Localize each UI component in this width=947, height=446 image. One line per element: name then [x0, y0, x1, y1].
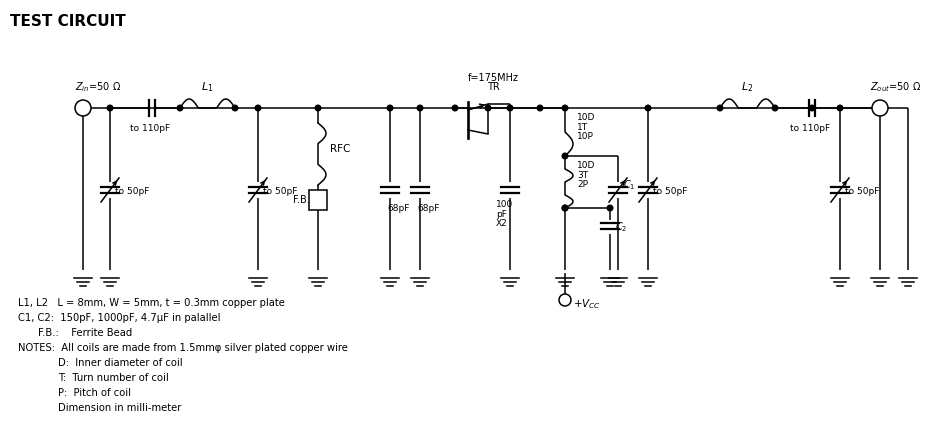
Text: $L_1$: $L_1$ — [202, 80, 214, 94]
Circle shape — [809, 105, 814, 111]
Text: NOTES:  All coils are made from 1.5mmφ silver plated copper wire: NOTES: All coils are made from 1.5mmφ si… — [18, 343, 348, 353]
Text: $C_1$: $C_1$ — [623, 178, 635, 192]
Text: $Z_{in}$=50 $\Omega$: $Z_{in}$=50 $\Omega$ — [75, 80, 121, 94]
Circle shape — [563, 205, 568, 211]
Text: to 110pF: to 110pF — [130, 124, 170, 133]
Text: $L_2$: $L_2$ — [742, 80, 754, 94]
Circle shape — [232, 105, 238, 111]
Circle shape — [537, 105, 543, 111]
Text: to 50pF: to 50pF — [115, 187, 150, 197]
Circle shape — [645, 105, 651, 111]
Text: f=175MHz: f=175MHz — [468, 73, 519, 83]
Text: RFC: RFC — [330, 144, 350, 154]
Text: $C_2$: $C_2$ — [615, 220, 627, 234]
Text: to 110pF: to 110pF — [790, 124, 831, 133]
Text: F.B.:    Ferrite Bead: F.B.: Ferrite Bead — [38, 328, 133, 338]
Circle shape — [418, 105, 422, 111]
Text: C1, C2:  150pF, 1000pF, 4.7μF in palallel: C1, C2: 150pF, 1000pF, 4.7μF in palallel — [18, 313, 221, 323]
Circle shape — [563, 205, 568, 211]
Circle shape — [107, 105, 113, 111]
Text: +$V_{CC}$: +$V_{CC}$ — [573, 297, 601, 311]
Text: F.B.: F.B. — [293, 195, 310, 205]
Text: $Z_{out}$=50 $\Omega$: $Z_{out}$=50 $\Omega$ — [870, 80, 921, 94]
Circle shape — [315, 105, 321, 111]
Circle shape — [837, 105, 843, 111]
Text: D:  Inner diameter of coil: D: Inner diameter of coil — [58, 358, 183, 368]
Text: TEST CIRCUIT: TEST CIRCUIT — [10, 14, 126, 29]
Text: Dimension in milli-meter: Dimension in milli-meter — [58, 403, 182, 413]
Circle shape — [387, 105, 393, 111]
Circle shape — [717, 105, 723, 111]
Text: T:  Turn number of coil: T: Turn number of coil — [58, 373, 169, 383]
Circle shape — [255, 105, 260, 111]
Circle shape — [485, 105, 491, 111]
Text: 68pF: 68pF — [387, 204, 409, 213]
Text: L1, L2   L = 8mm, W = 5mm, t = 0.3mm copper plate: L1, L2 L = 8mm, W = 5mm, t = 0.3mm coppe… — [18, 298, 285, 308]
Circle shape — [772, 105, 777, 111]
Text: 100
pF
X2: 100 pF X2 — [496, 200, 513, 228]
Bar — [309, 190, 327, 210]
Text: TR: TR — [487, 82, 499, 92]
Circle shape — [177, 105, 183, 111]
Circle shape — [607, 205, 613, 211]
Circle shape — [508, 105, 512, 111]
Text: 68pF: 68pF — [417, 204, 439, 213]
Circle shape — [453, 105, 457, 111]
Circle shape — [563, 105, 568, 111]
Text: to 50pF: to 50pF — [653, 187, 688, 197]
Text: 10D
1T
10P: 10D 1T 10P — [577, 113, 596, 141]
Text: to 50pF: to 50pF — [263, 187, 297, 197]
Text: P:  Pitch of coil: P: Pitch of coil — [58, 388, 131, 398]
Text: 10D
3T
2P: 10D 3T 2P — [577, 161, 596, 190]
Text: to 50pF: to 50pF — [845, 187, 880, 197]
Circle shape — [563, 153, 568, 159]
